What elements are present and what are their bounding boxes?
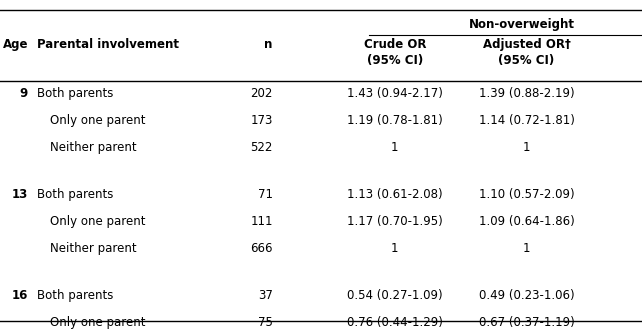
Text: Parental involvement: Parental involvement (37, 38, 179, 51)
Text: 111: 111 (250, 215, 273, 228)
Text: 37: 37 (258, 289, 273, 302)
Text: Age: Age (3, 38, 29, 51)
Text: Both parents: Both parents (37, 188, 114, 201)
Text: 71: 71 (258, 188, 273, 201)
Text: 522: 522 (250, 141, 273, 154)
Text: 173: 173 (250, 114, 273, 127)
Text: Both parents: Both parents (37, 289, 114, 302)
Text: Both parents: Both parents (37, 87, 114, 100)
Text: 0.54 (0.27-1.09): 0.54 (0.27-1.09) (347, 289, 442, 302)
Text: n: n (265, 38, 273, 51)
Text: 202: 202 (250, 87, 273, 100)
Text: 1.39 (0.88-2.19): 1.39 (0.88-2.19) (479, 87, 574, 100)
Text: Neither parent: Neither parent (50, 242, 137, 255)
Text: Adjusted OR†
(95% CI): Adjusted OR† (95% CI) (483, 38, 570, 67)
Text: 16: 16 (11, 289, 28, 302)
Text: 1: 1 (523, 242, 530, 255)
Text: Only one parent: Only one parent (50, 316, 146, 329)
Text: 0.76 (0.44-1.29): 0.76 (0.44-1.29) (347, 316, 443, 329)
Text: 0.49 (0.23-1.06): 0.49 (0.23-1.06) (479, 289, 574, 302)
Text: 1.10 (0.57-2.09): 1.10 (0.57-2.09) (479, 188, 574, 201)
Text: 9: 9 (19, 87, 28, 100)
Text: 75: 75 (258, 316, 273, 329)
Text: 1: 1 (523, 141, 530, 154)
Text: Neither parent: Neither parent (50, 141, 137, 154)
Text: Only one parent: Only one parent (50, 215, 146, 228)
Text: 666: 666 (250, 242, 273, 255)
Text: 0.67 (0.37-1.19): 0.67 (0.37-1.19) (478, 316, 575, 329)
Text: 1: 1 (391, 242, 399, 255)
Text: 1.43 (0.94-2.17): 1.43 (0.94-2.17) (347, 87, 443, 100)
Text: Non-overweight: Non-overweight (469, 18, 575, 31)
Text: 1.09 (0.64-1.86): 1.09 (0.64-1.86) (478, 215, 575, 228)
Text: 1.14 (0.72-1.81): 1.14 (0.72-1.81) (478, 114, 575, 127)
Text: 13: 13 (12, 188, 28, 201)
Text: 1.17 (0.70-1.95): 1.17 (0.70-1.95) (347, 215, 443, 228)
Text: 1.19 (0.78-1.81): 1.19 (0.78-1.81) (347, 114, 443, 127)
Text: 1.13 (0.61-2.08): 1.13 (0.61-2.08) (347, 188, 442, 201)
Text: Only one parent: Only one parent (50, 114, 146, 127)
Text: Crude OR
(95% CI): Crude OR (95% CI) (363, 38, 426, 67)
Text: 1: 1 (391, 141, 399, 154)
